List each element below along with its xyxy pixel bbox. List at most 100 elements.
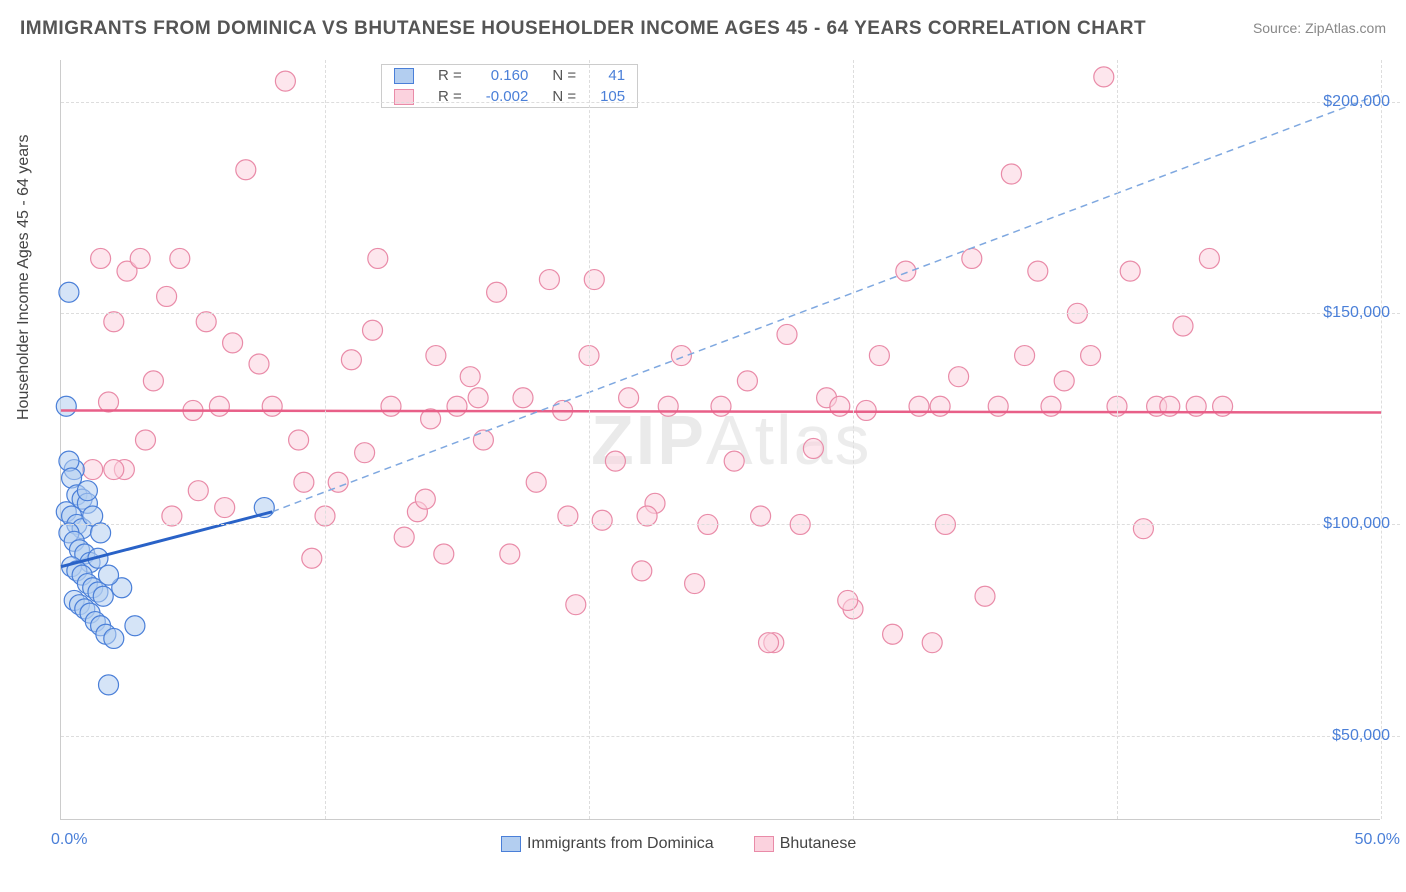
data-point-pink — [558, 506, 578, 526]
y-tick-label: $200,000 — [1290, 93, 1390, 111]
gridline-v — [853, 60, 854, 819]
data-point-pink — [962, 248, 982, 268]
data-point-pink — [513, 388, 533, 408]
data-point-pink — [1120, 261, 1140, 281]
data-point-pink — [236, 160, 256, 180]
data-point-pink — [104, 460, 124, 480]
y-tick-label: $150,000 — [1290, 304, 1390, 322]
data-point-pink — [130, 248, 150, 268]
data-point-pink — [426, 346, 446, 366]
x-tick-max: 50.0% — [1355, 831, 1400, 849]
data-point-pink — [724, 451, 744, 471]
data-point-pink — [751, 506, 771, 526]
data-point-pink — [381, 396, 401, 416]
data-point-pink — [1173, 316, 1193, 336]
data-point-pink — [500, 544, 520, 564]
data-point-pink — [143, 371, 163, 391]
data-point-pink — [619, 388, 639, 408]
data-point-pink — [1054, 371, 1074, 391]
data-point-pink — [830, 396, 850, 416]
data-point-pink — [341, 350, 361, 370]
data-point-pink — [777, 324, 797, 344]
chart-svg — [61, 60, 1381, 820]
data-point-pink — [209, 396, 229, 416]
data-point-pink — [592, 510, 612, 530]
data-point-pink — [188, 481, 208, 501]
data-point-pink — [883, 624, 903, 644]
data-point-pink — [104, 312, 124, 332]
data-point-pink — [162, 506, 182, 526]
data-point-pink — [526, 472, 546, 492]
data-point-pink — [856, 400, 876, 420]
data-point-pink — [1094, 67, 1114, 87]
data-point-blue — [56, 396, 76, 416]
data-point-blue — [104, 628, 124, 648]
data-point-pink — [838, 590, 858, 610]
data-point-pink — [215, 498, 235, 518]
data-point-pink — [394, 527, 414, 547]
data-point-pink — [302, 548, 322, 568]
data-point-pink — [473, 430, 493, 450]
chart-title: IMMIGRANTS FROM DOMINICA VS BHUTANESE HO… — [20, 18, 1146, 40]
trend-line-pink — [61, 410, 1381, 412]
data-point-pink — [930, 396, 950, 416]
data-point-pink — [803, 438, 823, 458]
legend-row: R =0.160 N =41 — [382, 65, 637, 86]
data-point-pink — [1133, 519, 1153, 539]
data-point-pink — [711, 396, 731, 416]
data-point-pink — [539, 270, 559, 290]
data-point-blue — [77, 481, 97, 501]
gridline-h — [61, 736, 1400, 737]
trend-line-blue-extrapolate — [272, 94, 1381, 512]
data-point-pink — [368, 248, 388, 268]
data-point-pink — [249, 354, 269, 374]
data-point-pink — [566, 595, 586, 615]
gridline-h — [61, 524, 1400, 525]
data-point-pink — [135, 430, 155, 450]
data-point-pink — [223, 333, 243, 353]
data-point-pink — [275, 71, 295, 91]
gridline-v — [325, 60, 326, 819]
series-legend: Immigrants from DominicaBhutanese — [501, 835, 896, 853]
data-point-pink — [468, 388, 488, 408]
data-point-pink — [294, 472, 314, 492]
data-point-pink — [363, 320, 383, 340]
data-point-blue — [91, 523, 111, 543]
data-point-pink — [759, 633, 779, 653]
x-tick-min: 0.0% — [51, 831, 87, 849]
legend-item: Bhutanese — [754, 835, 857, 852]
data-point-pink — [157, 286, 177, 306]
data-point-pink — [487, 282, 507, 302]
data-point-pink — [658, 396, 678, 416]
data-point-pink — [909, 396, 929, 416]
data-point-pink — [737, 371, 757, 391]
legend-row: R =-0.002 N =105 — [382, 86, 637, 107]
gridline-h — [61, 102, 1400, 103]
gridline-h — [61, 313, 1400, 314]
gridline-v — [1381, 60, 1382, 819]
data-point-pink — [355, 443, 375, 463]
data-point-pink — [637, 506, 657, 526]
data-point-pink — [949, 367, 969, 387]
data-point-pink — [91, 248, 111, 268]
data-point-blue — [59, 282, 79, 302]
data-point-pink — [1001, 164, 1021, 184]
data-point-pink — [584, 270, 604, 290]
data-point-blue — [93, 586, 113, 606]
data-point-pink — [1199, 248, 1219, 268]
gridline-v — [589, 60, 590, 819]
data-point-blue — [99, 565, 119, 585]
data-point-pink — [685, 574, 705, 594]
chart-plot-area: ZIPAtlas R =0.160 N =41 R =-0.002 N =105… — [60, 60, 1380, 820]
data-point-pink — [869, 346, 889, 366]
data-point-pink — [170, 248, 190, 268]
gridline-v — [1117, 60, 1118, 819]
data-point-pink — [922, 633, 942, 653]
data-point-pink — [289, 430, 309, 450]
data-point-pink — [975, 586, 995, 606]
data-point-pink — [1081, 346, 1101, 366]
data-point-pink — [83, 460, 103, 480]
data-point-pink — [460, 367, 480, 387]
data-point-pink — [1028, 261, 1048, 281]
data-point-blue — [125, 616, 145, 636]
